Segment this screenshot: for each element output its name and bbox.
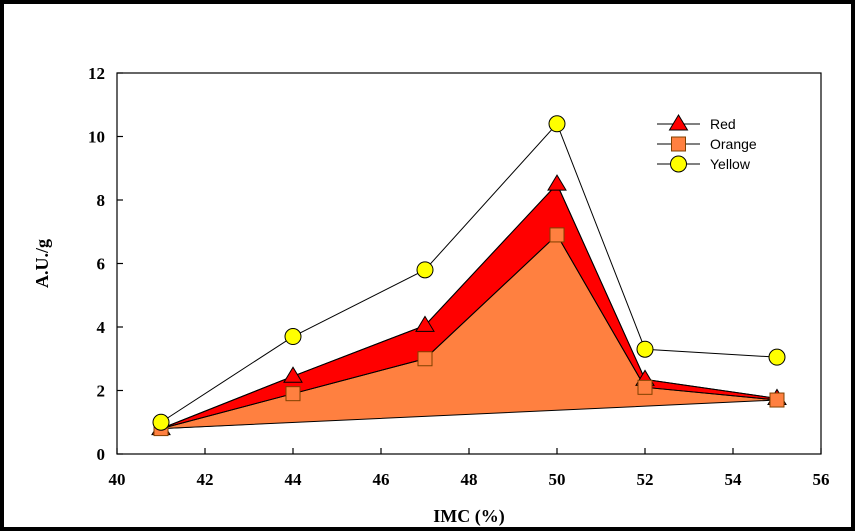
legend-label-orange: Orange [710, 136, 757, 152]
x-tick-label: 50 [549, 470, 566, 489]
yellow-data-point [284, 328, 302, 346]
yellow-series-line [160, 122, 778, 423]
x-tick-label: 52 [637, 470, 654, 489]
legend-label-red: Red [710, 116, 736, 132]
legend-marker-red [668, 114, 689, 131]
legend-marker-yellow [670, 155, 687, 173]
x-tick-label: 44 [285, 470, 303, 489]
yellow-data-point [636, 340, 654, 358]
yellow-data-point [152, 413, 170, 431]
red-data-point [415, 315, 435, 332]
orange-series-line [160, 234, 778, 430]
x-tick-label: 42 [197, 470, 214, 489]
orange-data-point [769, 392, 785, 408]
x-tick-label: 54 [725, 470, 743, 489]
y-tick-label: 2 [97, 382, 106, 401]
orange-data-point [285, 386, 301, 402]
legend: Red Orange Yellow [657, 114, 757, 173]
x-tick-label: 56 [813, 470, 830, 489]
y-tick-label: 0 [97, 445, 106, 464]
x-tick-label: 40 [109, 470, 126, 489]
yellow-data-point [548, 115, 566, 133]
y-tick-label: 8 [97, 191, 106, 210]
y-tick-label: 4 [97, 318, 106, 337]
y-tick-label: 10 [88, 128, 105, 147]
y-tick-label: 12 [88, 64, 105, 83]
x-axis-title: IMC (%) [433, 506, 504, 527]
x-tick-label: 48 [461, 470, 478, 489]
y-tick-label: 6 [97, 255, 106, 274]
red-data-point [547, 174, 567, 191]
x-tick-label: 46 [373, 470, 390, 489]
red-series-line [160, 183, 778, 430]
orange-data-point [637, 379, 653, 395]
red-data-point [283, 366, 303, 383]
yellow-data-point [768, 348, 786, 366]
legend-label-yellow: Yellow [710, 156, 751, 172]
orange-data-point [417, 351, 433, 367]
orange-data-point [549, 227, 565, 243]
y-axis-title: A.U./g [32, 239, 52, 288]
legend-marker-orange [671, 136, 686, 152]
yellow-data-point [416, 261, 434, 279]
